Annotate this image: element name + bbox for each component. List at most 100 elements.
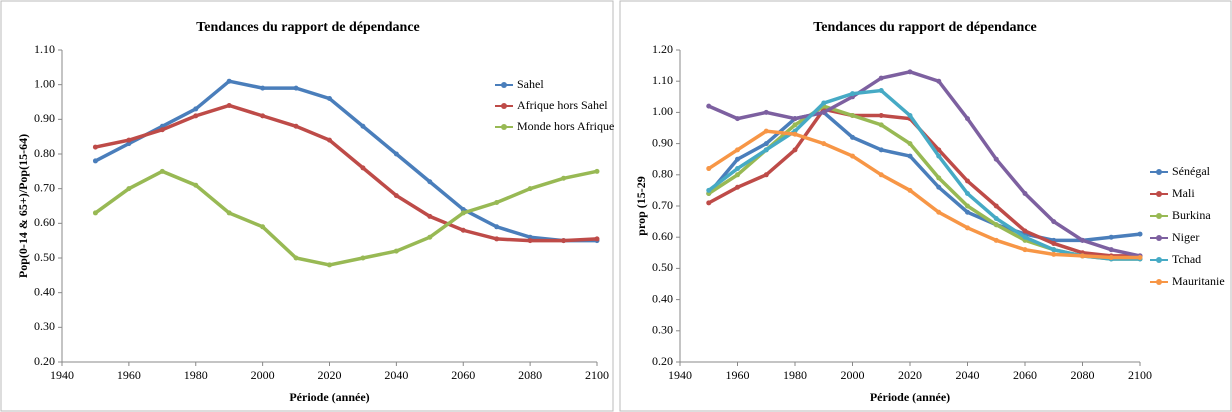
series-marker [193,182,199,188]
series-marker [993,156,999,162]
y-tick-label: 1.00 [652,104,673,118]
series-marker [327,262,332,268]
series-marker [1080,237,1085,243]
series-marker [936,78,942,84]
series-marker [850,153,855,159]
series-marker [735,147,740,153]
series-marker [878,147,884,153]
series-marker [494,200,500,206]
series-line [94,79,597,243]
series-marker [965,191,970,197]
series-marker [850,113,855,119]
legend-label: Monde hors Afrique [517,119,614,133]
x-tick-label: 2080 [518,368,542,382]
series-marker [706,200,712,206]
series-marker [159,127,165,133]
series-marker [706,166,712,172]
legend-marker [1156,235,1162,241]
chart-title: Tendances du rapport de dépendance [196,20,420,35]
y-tick-label: 1.00 [34,76,55,90]
series-marker [193,106,199,112]
series-marker [427,179,433,185]
legend-marker [501,124,507,130]
y-tick-label: 0.60 [34,215,55,229]
series-marker [1051,240,1057,246]
chart-title: Tendances du rapport de dépendance [813,20,1037,35]
legend-marker [1156,213,1162,219]
series-marker [965,225,970,231]
series-marker [821,141,827,147]
series-marker [965,203,970,209]
series-marker [226,210,232,216]
x-tick-label: 2080 [1071,368,1095,382]
panel-border [0,0,614,412]
series-marker [993,222,999,228]
series-marker [878,122,884,128]
series-marker [527,186,533,192]
y-tick-label: 1.10 [652,73,673,87]
legend-marker [501,82,507,88]
x-tick-label: 2040 [384,368,408,382]
series-marker [763,141,769,147]
x-tick-label: 1940 [668,368,692,382]
series-marker [1137,231,1143,237]
series-marker [360,255,366,261]
y-tick-label: 0.70 [34,180,55,194]
y-tick-label: 0.90 [652,135,673,149]
series-marker [360,123,366,129]
series-marker [527,238,533,244]
legend-label: Niger [1172,230,1199,244]
legend-marker [1156,169,1162,175]
series-marker [226,78,232,84]
y-tick-label: 0.80 [652,167,673,181]
series-marker [327,96,332,102]
series-marker [735,116,740,122]
series-line [707,88,1140,261]
series-marker [993,215,999,221]
series-marker [594,168,600,174]
x-tick-label: 2060 [1013,368,1037,382]
x-axis-label: Période (année) [289,390,369,404]
series-marker [907,187,913,193]
x-tick-label: 2040 [956,368,980,382]
y-tick-label: 0.50 [34,250,55,264]
y-tick-label: 0.90 [34,111,55,125]
series-marker [494,224,500,230]
series-marker [260,113,266,119]
series-marker [792,131,798,137]
legend-label: Mauritanie [1172,274,1225,288]
series-marker [706,103,712,109]
y-tick-label: 0.20 [652,354,673,368]
series-marker [821,109,827,115]
series-marker [1108,254,1114,260]
series-marker [561,175,567,181]
legend-label: Sénégal [1172,164,1211,178]
y-tick-label: 0.30 [34,319,55,333]
series-marker [1051,247,1057,253]
series-marker [260,224,266,230]
x-axis-label: Période (année) [870,390,950,404]
series-marker [92,210,98,216]
x-tick-label: 2020 [318,368,342,382]
legend-label: Afrique hors Sahel [517,98,608,112]
series-marker [393,193,399,199]
series-marker [1022,191,1028,197]
series-marker [792,122,798,128]
x-tick-label: 2000 [841,368,865,382]
series-marker [1051,219,1057,225]
x-tick-label: 1940 [50,368,74,382]
y-axis-label: Pop(0-14 & 65+)/Pop(15-64) [16,134,30,278]
series-marker [1051,251,1057,257]
x-tick-label: 2000 [251,368,275,382]
series-marker [936,147,942,153]
series-marker [460,210,466,216]
y-tick-label: 1.20 [652,42,673,56]
legend-marker [501,103,507,109]
x-tick-label: 1960 [726,368,750,382]
series-marker [763,128,769,134]
series-marker [327,137,332,143]
series-marker [936,209,942,215]
series-marker [735,184,740,190]
series-marker [427,213,433,219]
series-marker [1108,234,1114,240]
